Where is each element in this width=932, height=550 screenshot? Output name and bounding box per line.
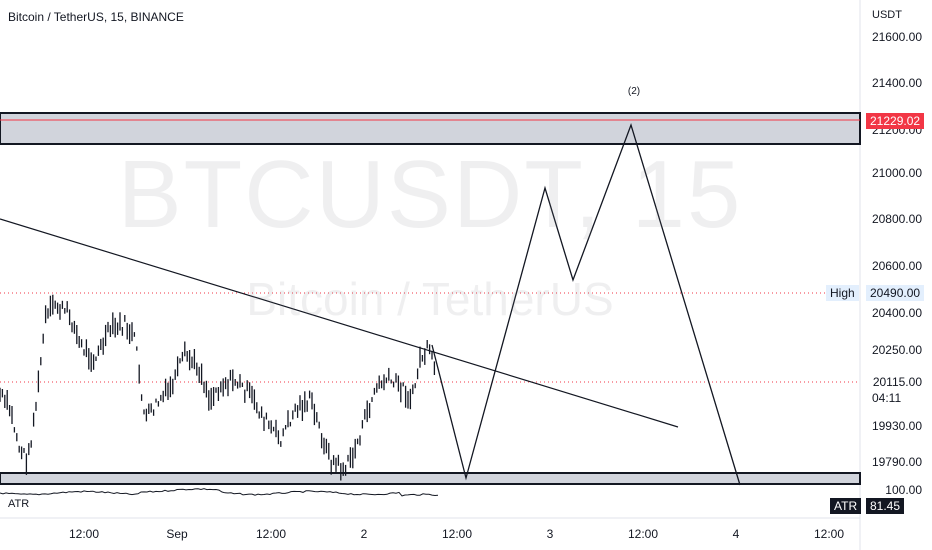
trendline[interactable] [0,218,679,428]
time-tick: Sep [166,527,188,541]
atr-line [0,488,439,497]
support-zone[interactable] [0,472,861,485]
time-tick: 12:00 [627,527,659,541]
price-tick: 21600.00 [871,30,922,44]
symbol-watermark: BTCUSDT, 15 [117,141,743,248]
atr-indicator-label[interactable]: ATR [8,498,30,510]
bar-countdown: 04:11 [872,391,902,405]
time-tick: 3 [546,527,554,541]
price-tick: 19790.00 [871,455,922,469]
resistance-zone[interactable] [0,112,861,145]
price-tick: 100.00 [885,483,922,497]
projection-path[interactable] [431,122,741,486]
price-tick: 20250.00 [871,343,922,357]
price-tick: 21000.00 [871,166,922,180]
time-tick: 12:00 [813,527,845,541]
time-tick: 12:00 [255,527,287,541]
price-tick: 21400.00 [871,76,922,90]
atr-value-tag: 81.45 [866,498,905,514]
price-tick: 20800.00 [871,212,922,226]
time-tick: 12:00 [441,527,473,541]
price-axis-unit: USDT [872,9,902,21]
high-value-tag: 20490.00 [866,285,925,301]
time-tick: 2 [360,527,368,541]
wave-label: (2) [627,86,641,97]
time-tick: 4 [732,527,740,541]
price-tick: 19930.00 [871,419,922,433]
atr-tag: ATR [830,498,862,514]
price-tick: 20400.00 [871,306,922,320]
high-label-tag: High [826,285,859,301]
time-tick: 12:00 [68,527,100,541]
price-tick: 20600.00 [871,259,922,273]
name-watermark: Bitcoin / TetherUS [246,273,614,325]
candlesticks [0,294,436,481]
chart-title[interactable]: Bitcoin / TetherUS, 15, BINANCE [8,10,184,24]
last-price-tag: 20115.00 [872,375,922,389]
current-price-tag[interactable]: 21229.02 [866,113,925,129]
